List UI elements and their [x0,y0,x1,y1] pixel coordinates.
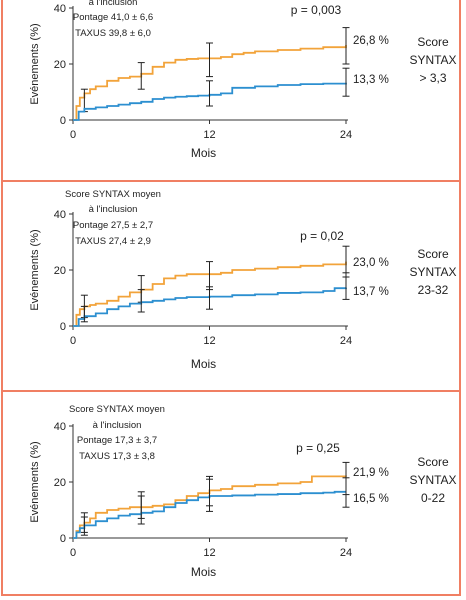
x-axis-label: Mois [191,357,216,371]
y-tick-label: 40 [54,3,66,15]
info-line: TAXUS 39,8 ± 6,0 [75,28,151,39]
y-tick-label: 40 [54,421,66,433]
y-tick-label: 20 [54,265,66,277]
score-line: 0-22 [421,491,445,505]
series-end-label: 13,7 % [353,286,389,298]
panel-divider [2,180,461,182]
series-line [73,490,346,539]
info-line: à l'inclusion [89,204,138,215]
x-tick-label: 24 [340,547,352,559]
info-line: à l'inclusion [93,420,142,431]
x-tick-label: 12 [203,335,215,347]
x-tick-label: 0 [70,335,76,347]
info-line: TAXUS 27,4 ± 2,9 [75,236,151,247]
p-value: p = 0,003 [291,3,342,17]
x-tick-label: 24 [340,129,352,141]
info-line: Pontage 41,0 ± 6,6 [73,12,153,23]
x-axis-label: Mois [191,146,216,160]
y-axis-label: Evénements (%) [29,229,41,310]
chart-panel-2: 0 20 40 0 12 24 Mois Evénements (%) Score SYNTAX… [29,189,457,371]
chart-panel-1: 0 20 40 0 12 24 Mois Evénements (%) à l'inclusio… [29,0,457,160]
series-end-label: 23,0 % [353,257,389,269]
series-end-label: 21,9 % [353,467,389,479]
info-line: Pontage 17,3 ± 3,7 [77,435,157,446]
y-tick-label: 0 [60,321,66,333]
series-end-label: 26,8 % [353,35,389,47]
series-line [73,44,347,121]
x-tick-label: 24 [340,335,352,347]
y-tick-label: 0 [60,115,66,127]
x-axis-label: Mois [191,565,216,579]
info-line: Pontage 27,5 ± 2,7 [73,220,153,231]
info-line: TAXUS 17,3 ± 3,8 [79,451,155,462]
y-tick-label: 0 [60,533,66,545]
y-tick-label: 40 [54,209,66,221]
score-line: SYNTAX [409,53,456,67]
series-end-label: 16,5 % [353,493,389,505]
info-line: Score SYNTAX moyen [69,404,165,415]
info-line: à l'inclusion [89,0,138,8]
p-value: p = 0,25 [296,441,340,455]
p-value: p = 0,02 [300,229,344,243]
score-line: SYNTAX [409,265,456,279]
x-tick-label: 0 [70,547,76,559]
y-axis-label: Evénements (%) [29,441,41,522]
x-tick-label: 0 [70,129,76,141]
panel-divider [2,390,461,392]
info-line: Score SYNTAX moyen [65,189,161,200]
y-axis-label: Evénements (%) [29,23,41,104]
series-line [73,82,347,121]
y-tick-label: 20 [54,59,66,71]
score-line: Score [417,247,449,261]
series-line [73,261,347,327]
x-tick-label: 12 [203,129,215,141]
score-line: Score [417,455,449,469]
series-line [73,287,347,327]
x-tick-label: 12 [203,547,215,559]
score-line: > 3,3 [419,71,446,85]
score-line: 23-32 [418,283,449,297]
series-end-label: 13,3 % [353,74,389,86]
y-tick-label: 20 [54,477,66,489]
score-line: Score [417,35,449,49]
chart-panel-3: 0 20 40 0 12 24 Mois Evénements (%) Score SYNTAX… [29,404,457,579]
score-line: SYNTAX [409,473,456,487]
